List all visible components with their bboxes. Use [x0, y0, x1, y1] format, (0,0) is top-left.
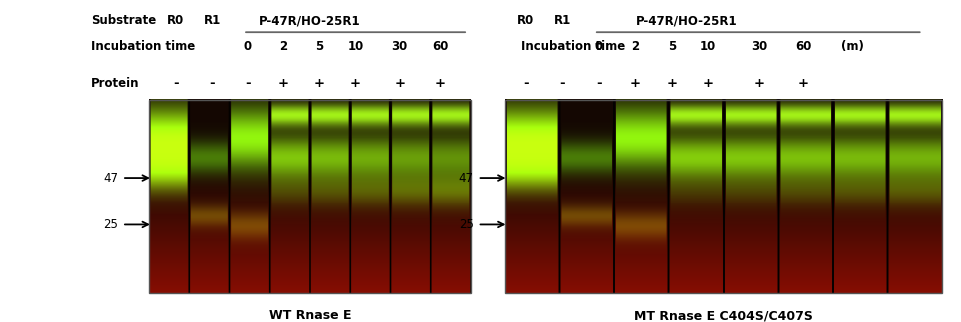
- Text: 0: 0: [244, 40, 252, 53]
- Text: 10: 10: [701, 40, 716, 53]
- Text: 25: 25: [104, 218, 118, 231]
- Text: +: +: [753, 77, 765, 90]
- Text: (m): (m): [841, 40, 864, 53]
- Text: +: +: [434, 77, 446, 90]
- Text: -: -: [173, 77, 179, 90]
- Text: -: -: [209, 77, 215, 90]
- Text: 2: 2: [280, 40, 287, 53]
- Text: 47: 47: [103, 172, 118, 185]
- Text: +: +: [350, 77, 361, 90]
- Text: R1: R1: [554, 14, 571, 27]
- Text: -: -: [523, 77, 529, 90]
- Text: MT Rnase E C404S/C407S: MT Rnase E C404S/C407S: [633, 309, 813, 322]
- Text: 5: 5: [668, 40, 676, 53]
- Text: P-47R/HO-25R1: P-47R/HO-25R1: [259, 14, 360, 27]
- Text: +: +: [394, 77, 406, 90]
- Text: R0: R0: [517, 14, 534, 27]
- Text: Substrate: Substrate: [91, 14, 157, 27]
- Text: R0: R0: [167, 14, 185, 27]
- Text: 0: 0: [595, 40, 603, 53]
- Text: P-47R/HO-25R1: P-47R/HO-25R1: [636, 14, 738, 27]
- Text: +: +: [798, 77, 809, 90]
- Text: Incubation time: Incubation time: [91, 40, 195, 53]
- Text: 5: 5: [315, 40, 323, 53]
- Text: -: -: [559, 77, 565, 90]
- Text: -: -: [245, 77, 251, 90]
- Text: +: +: [278, 77, 289, 90]
- Text: -: -: [596, 77, 602, 90]
- Text: Incubation time: Incubation time: [521, 40, 625, 53]
- Text: WT Rnase E: WT Rnase E: [269, 309, 351, 322]
- Text: 60: 60: [795, 40, 812, 53]
- Text: Protein: Protein: [91, 77, 139, 90]
- Text: R1: R1: [204, 14, 221, 27]
- Text: 10: 10: [348, 40, 363, 53]
- Text: +: +: [629, 77, 641, 90]
- Bar: [505, 100, 942, 293]
- Bar: [149, 100, 471, 293]
- Text: +: +: [666, 77, 678, 90]
- Text: +: +: [313, 77, 325, 90]
- Text: 30: 30: [392, 40, 407, 53]
- Text: 30: 30: [752, 40, 767, 53]
- Text: +: +: [702, 77, 714, 90]
- Text: 25: 25: [459, 218, 474, 231]
- Text: 60: 60: [431, 40, 449, 53]
- Text: 2: 2: [631, 40, 639, 53]
- Text: 47: 47: [458, 172, 474, 185]
